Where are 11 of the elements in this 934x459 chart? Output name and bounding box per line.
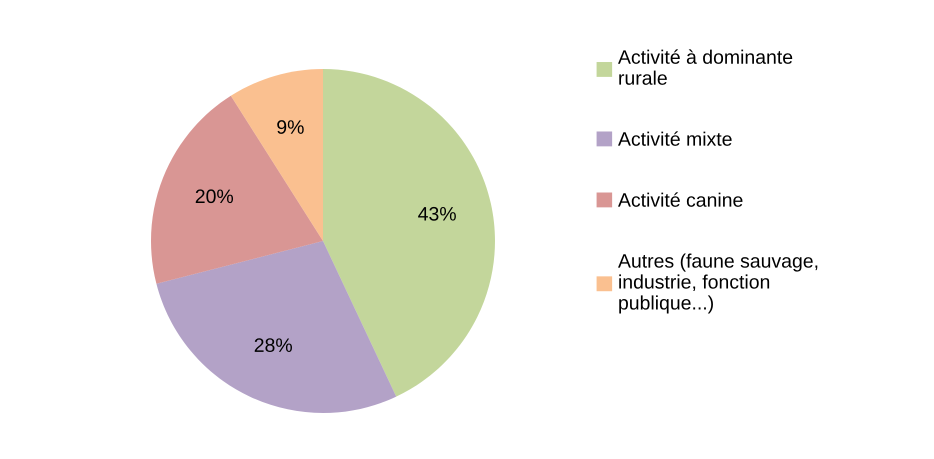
pie-slice	[323, 69, 495, 397]
data-label: 28%	[254, 338, 292, 352]
data-label: 20%	[196, 189, 234, 204]
legend-label: Activité à dominante rurale	[618, 49, 792, 85]
data-label: 9%	[277, 120, 304, 134]
data-label: 43%	[418, 206, 456, 221]
pie-slice	[151, 96, 323, 284]
legend-label: Activité canine	[618, 192, 742, 207]
pie-slice	[156, 241, 396, 413]
legend-label: Activité mixte	[618, 131, 732, 146]
legend-label: Autres (faune sauvage, industrie, fonction publique...)	[618, 253, 818, 314]
